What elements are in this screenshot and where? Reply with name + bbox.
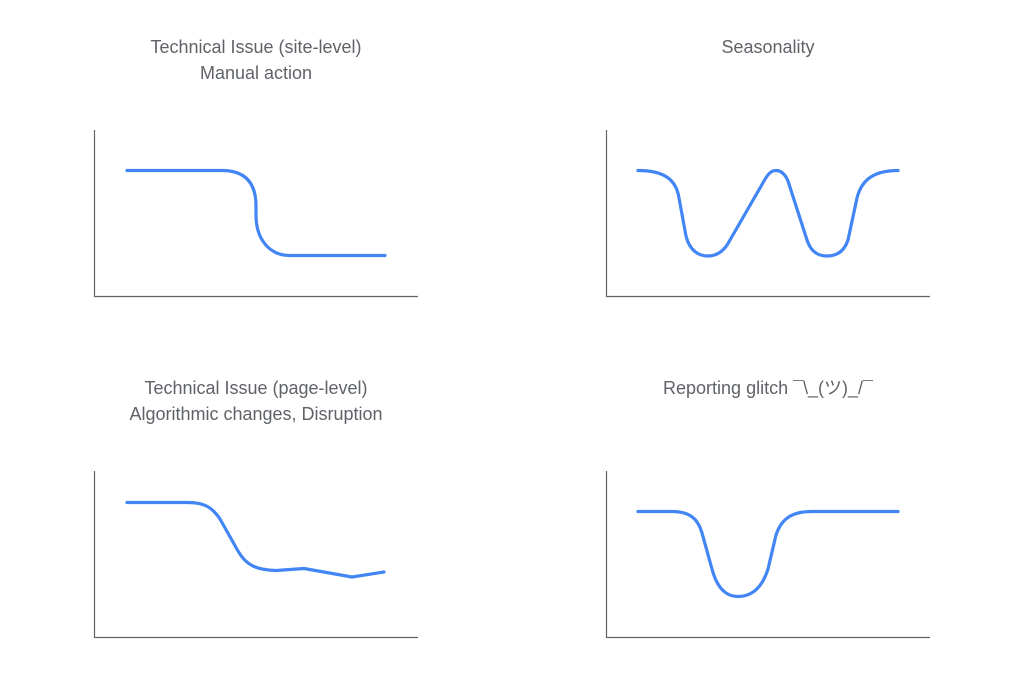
panel-title: Seasonality <box>512 34 1024 60</box>
panel-site-level-issue: Technical Issue (site-level) Manual acti… <box>0 0 512 341</box>
trend-line <box>636 168 900 258</box>
panel-title: Reporting glitch ¯\_(ツ)_/¯ <box>512 375 1024 401</box>
chart-axes <box>605 471 930 639</box>
panel-title-line-1: Seasonality <box>721 37 815 57</box>
trend-chart <box>605 130 930 298</box>
chart-axes <box>93 471 418 639</box>
panel-title: Technical Issue (page-level) Algorithmic… <box>0 375 512 427</box>
trend-line <box>125 168 387 258</box>
panel-title-line-1: Technical Issue (site-level) <box>150 37 362 57</box>
panel-reporting-glitch: Reporting glitch ¯\_(ツ)_/¯ <box>512 341 1024 682</box>
trend-line <box>636 509 900 599</box>
panel-title-line-2: Algorithmic changes, Disruption <box>129 404 383 424</box>
trend-chart <box>605 471 930 639</box>
panel-title-line-1: Reporting glitch ¯\_(ツ)_/¯ <box>663 378 873 398</box>
panel-title: Technical Issue (site-level) Manual acti… <box>0 34 512 86</box>
panel-title-line-2: Manual action <box>199 63 313 83</box>
panel-page-level-issue: Technical Issue (page-level) Algorithmic… <box>0 341 512 682</box>
trend-line <box>125 500 386 579</box>
panel-title-line-1: Technical Issue (page-level) <box>144 378 368 398</box>
chart-axes <box>93 130 418 298</box>
trend-chart <box>93 471 418 639</box>
trend-chart <box>93 130 418 298</box>
panel-seasonality: Seasonality <box>512 0 1024 341</box>
chart-axes <box>605 130 930 298</box>
